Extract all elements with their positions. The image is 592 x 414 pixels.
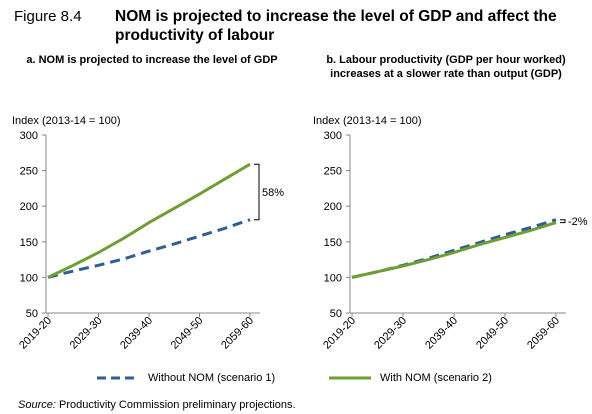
chart-a-annotation-label: 58% <box>262 187 284 199</box>
chart-b-annotation-bracket <box>560 219 566 224</box>
chart-a-x-tick-label: 2019-20 <box>17 315 54 352</box>
chart-b-x-tick-label: 2059-60 <box>525 315 562 352</box>
chart-a-x-tick-label: 2049-50 <box>169 315 206 352</box>
chart-b-y-tick-label: 50 <box>330 308 342 320</box>
chart-b-y-tick-label: 200 <box>324 201 342 213</box>
legend-label-with-nom: With NOM (scenario 2) <box>380 372 492 384</box>
chart-b-x-tick-label: 2019-20 <box>321 315 358 352</box>
legend-swatch-with-nom <box>329 376 371 380</box>
chart-a-y-tick-label: 50 <box>26 308 38 320</box>
chart-b-x-tick-label: 2049-50 <box>474 315 511 352</box>
legend-item-with-nom: With NOM (scenario 2) <box>328 372 492 384</box>
legend-item-without-nom: Without NOM (scenario 1) <box>96 372 275 384</box>
chart-a-series-with-nom-line <box>47 162 251 279</box>
chart-a-ylabel: Index (2013-14 = 100) <box>12 115 121 127</box>
chart-a-annotation-bracket <box>254 163 260 221</box>
source-label: Source: <box>18 399 56 411</box>
chart-a-y-tick-label: 250 <box>20 166 38 178</box>
chart-b-ylabel: Index (2013-14 = 100) <box>313 115 422 127</box>
chart-a-y-tick-label: 300 <box>20 130 38 142</box>
chart-b-annotation-label: -2% <box>568 216 588 228</box>
chart-b-y-tick-label: 250 <box>324 166 342 178</box>
chart-a-y-tick-label: 200 <box>20 201 38 213</box>
figure-title: NOM is projected to increase the level o… <box>115 8 557 44</box>
chart-b-x-tick-label: 2039-40 <box>423 315 460 352</box>
chart-a-x-tick-label: 2059-60 <box>219 315 256 352</box>
chart-b-series-without-nom-line <box>351 218 557 279</box>
chart-a-series-without-nom-line <box>47 218 251 279</box>
chart-b-y-tick-label: 300 <box>324 130 342 142</box>
source-note: Source: Productivity Commission prelimin… <box>18 399 296 411</box>
chart-b-y-tick-label: 100 <box>324 272 342 284</box>
chart-a-x-tick-label: 2029-30 <box>68 315 105 352</box>
chart-b-series-with-nom-line <box>351 221 557 279</box>
chart-a-x-tick-label: 2039-40 <box>118 315 155 352</box>
chart-a-y-tick-label: 100 <box>20 272 38 284</box>
legend-swatch-without-nom <box>97 376 139 380</box>
chart-b-title: b. Labour productivity (GDP per hour wor… <box>326 54 566 80</box>
chart-b-y-tick-label: 150 <box>324 237 342 249</box>
chart-a-title: a. NOM is projected to increase the leve… <box>26 54 278 66</box>
source-text: Productivity Commission preliminary proj… <box>58 399 296 411</box>
figure-number: Figure 8.4 <box>14 8 82 25</box>
chart-b-x-tick-label: 2029-30 <box>372 315 409 352</box>
chart-a-y-tick-label: 150 <box>20 237 38 249</box>
legend-label-without-nom: Without NOM (scenario 1) <box>148 372 276 384</box>
